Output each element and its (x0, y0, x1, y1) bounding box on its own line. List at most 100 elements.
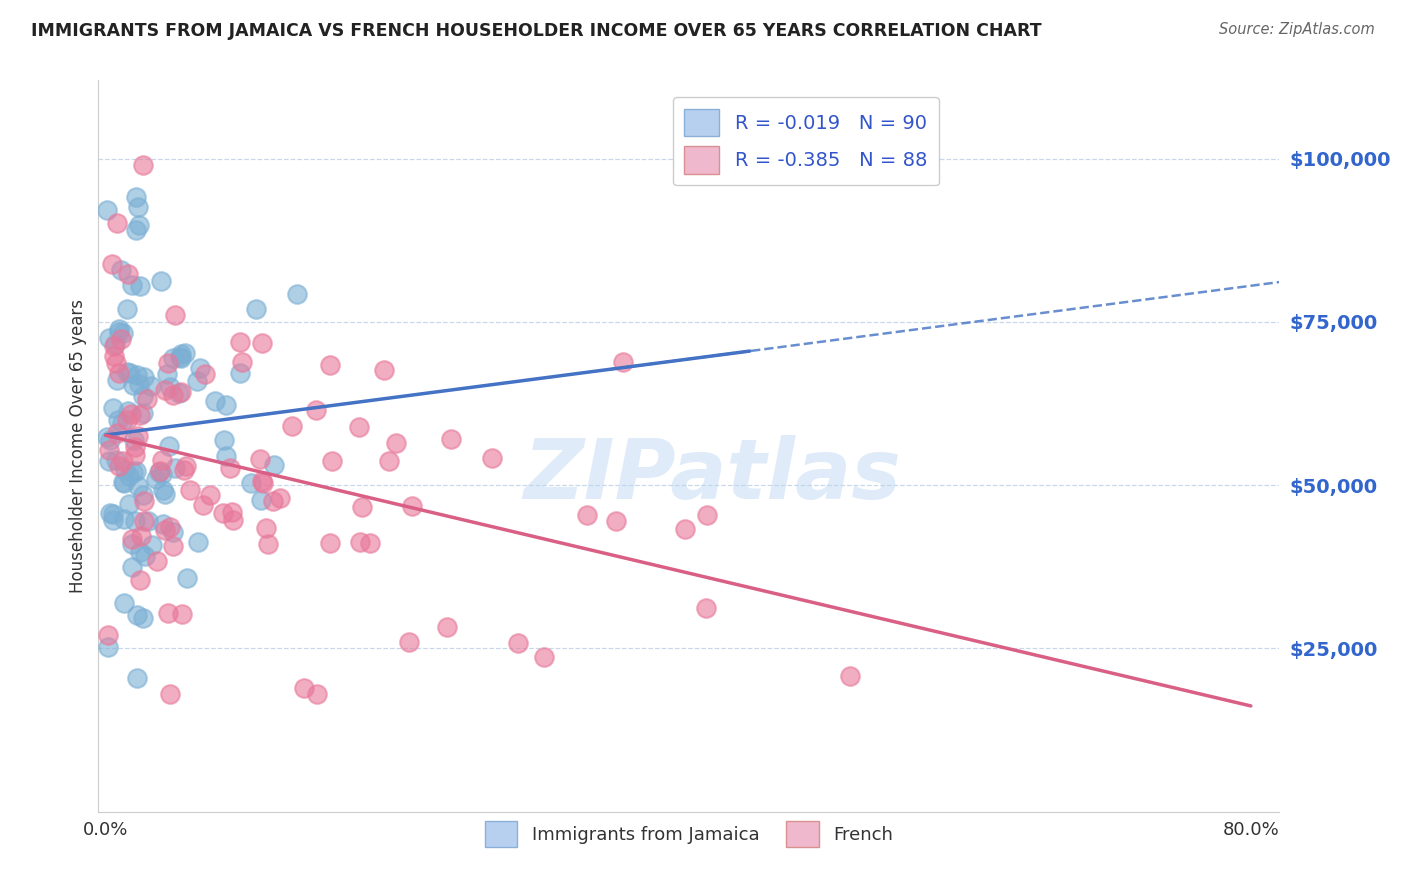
Point (105, 373, 128, 387)
Point (214, 433, 236, 447)
Point (212, 506, 235, 520)
Point (100, 434, 122, 448)
Point (150, 467, 173, 482)
Point (605, 514, 627, 528)
Point (250, 475, 273, 489)
Point (156, 606, 179, 620)
Point (121, 559, 143, 574)
Point (319, 358, 342, 372)
Point (97, 640, 120, 655)
Point (127, 607, 149, 622)
Point (127, 479, 149, 493)
Point (118, 497, 141, 511)
Point (121, 533, 143, 547)
Point (254, 521, 277, 535)
Point (139, 378, 162, 392)
Point (129, 409, 152, 423)
Point (359, 535, 381, 549)
Point (153, 523, 176, 537)
Point (156, 356, 179, 370)
Point (112, 475, 135, 490)
Point (107, 321, 129, 335)
Point (176, 571, 198, 585)
Point (373, 363, 395, 377)
Point (107, 366, 129, 380)
Point (204, 393, 226, 408)
Point (281, 418, 304, 433)
Point (695, 601, 717, 615)
Point (221, 505, 243, 519)
Point (385, 436, 408, 450)
Point (114, 596, 136, 610)
Point (481, 450, 503, 465)
Point (156, 368, 179, 382)
Point (125, 189, 148, 203)
Point (104, 453, 127, 467)
Point (533, 649, 555, 664)
Point (107, 413, 129, 427)
Point (149, 464, 172, 478)
Point (198, 488, 221, 502)
Point (162, 388, 184, 402)
Point (174, 346, 197, 360)
Point (124, 433, 146, 447)
Point (122, 465, 145, 479)
Point (349, 535, 371, 549)
Point (215, 449, 238, 463)
Point (96, 203, 118, 218)
Point (141, 538, 163, 552)
Point (124, 440, 146, 454)
Point (436, 619, 458, 633)
Point (215, 398, 238, 412)
Point (124, 514, 146, 528)
Point (111, 326, 134, 341)
Point (121, 537, 143, 551)
Point (321, 454, 343, 468)
Point (152, 483, 174, 498)
Point (307, 687, 329, 701)
Point (108, 325, 131, 339)
Point (576, 508, 599, 523)
Point (162, 351, 184, 366)
Point (128, 219, 150, 233)
Legend: Immigrants from Jamaica, French: Immigrants from Jamaica, French (478, 814, 900, 854)
Point (155, 486, 177, 500)
Point (114, 463, 136, 477)
Point (98, 454, 121, 468)
Point (145, 472, 167, 486)
Point (117, 301, 139, 316)
Point (170, 351, 193, 365)
Point (148, 465, 170, 479)
Point (159, 520, 181, 534)
Point (187, 534, 209, 549)
Point (249, 452, 271, 467)
Point (229, 334, 252, 349)
Point (100, 257, 122, 271)
Point (157, 439, 180, 453)
Point (269, 491, 291, 505)
Point (104, 355, 127, 369)
Point (132, 389, 155, 403)
Point (257, 536, 280, 550)
Point (179, 483, 201, 497)
Text: IMMIGRANTS FROM JAMAICA VS FRENCH HOUSEHOLDER INCOME OVER 65 YEARS CORRELATION C: IMMIGRANTS FROM JAMAICA VS FRENCH HOUSEH… (31, 22, 1042, 40)
Point (262, 494, 284, 508)
Point (378, 454, 401, 468)
Point (117, 268, 139, 282)
Point (127, 428, 149, 442)
Point (292, 681, 315, 695)
Point (131, 406, 153, 420)
Point (169, 350, 191, 364)
Point (98, 506, 121, 520)
Point (125, 223, 148, 237)
Point (103, 349, 125, 363)
Point (136, 514, 159, 528)
Point (252, 475, 274, 490)
Point (506, 636, 529, 650)
Point (186, 375, 208, 389)
Point (839, 669, 862, 683)
Point (398, 634, 420, 648)
Point (218, 460, 240, 475)
Point (146, 553, 169, 567)
Point (347, 420, 370, 434)
